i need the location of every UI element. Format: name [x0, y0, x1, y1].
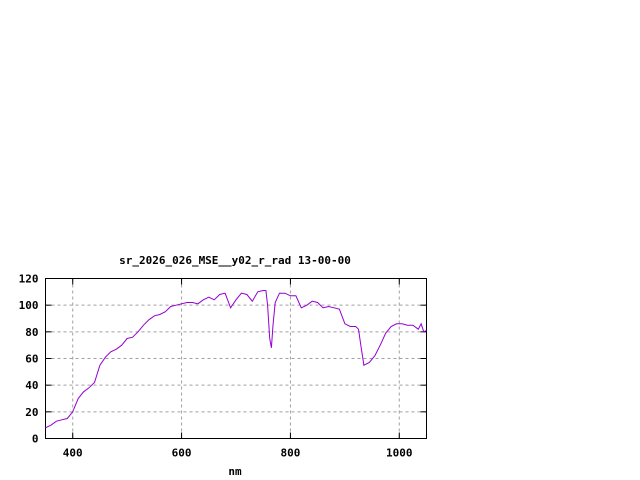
y-tick-label: 120	[19, 273, 39, 286]
x-axis-label: nm	[228, 465, 242, 478]
y-tick-label: 100	[19, 299, 39, 312]
ticks: 0 20 40 60 80 100 120 400 600 800 1000	[19, 273, 427, 460]
y-tick-label: 60	[25, 353, 38, 366]
chart-title: sr_2026_026_MSE__y02_r_rad 13-00-00	[119, 254, 351, 267]
y-tick-label: 0	[32, 433, 39, 446]
y-tick-label: 80	[25, 326, 38, 339]
x-tick-label: 600	[172, 447, 192, 460]
series-line	[45, 290, 427, 429]
plot-frame	[45, 278, 427, 439]
x-tick-label: 800	[280, 447, 300, 460]
x-tick-label: 400	[63, 447, 83, 460]
grid	[45, 278, 427, 439]
x-tick-label: 1000	[386, 447, 413, 460]
y-tick-label: 20	[25, 406, 38, 419]
y-tick-label: 40	[25, 379, 38, 392]
